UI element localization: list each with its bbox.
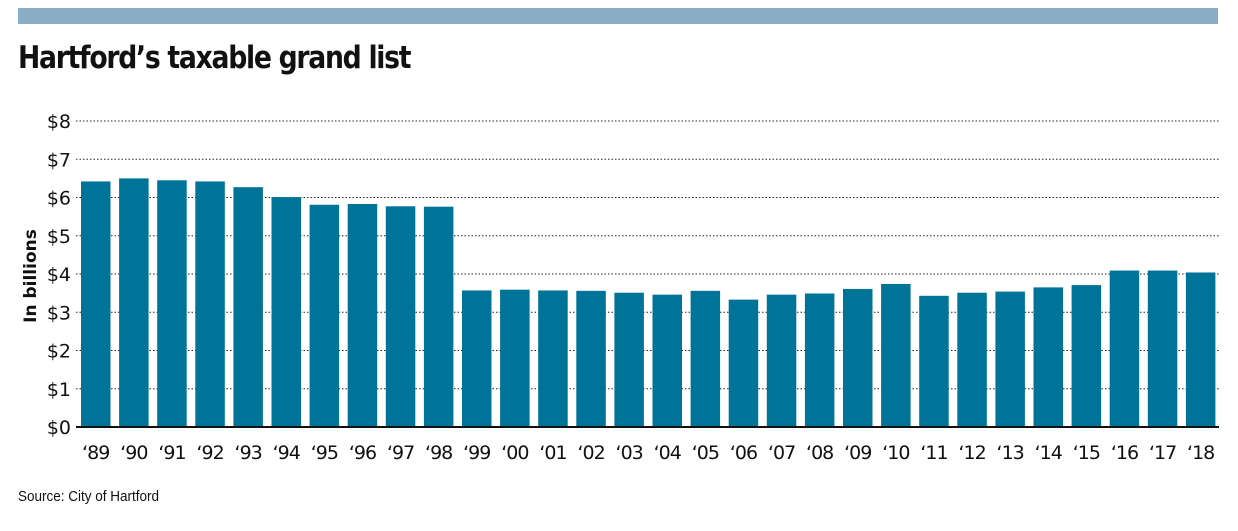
y-axis-label: In billions <box>21 229 41 323</box>
y-tick-label: $4 <box>47 264 71 286</box>
y-tick-label: $1 <box>47 379 71 401</box>
x-tick-label: ‘98 <box>425 442 452 464</box>
bar <box>347 204 378 427</box>
x-tick-label: ‘97 <box>387 442 414 464</box>
top-accent-bar <box>18 8 1218 24</box>
bar <box>1033 287 1063 427</box>
bar <box>728 299 759 427</box>
x-tick-label: ‘03 <box>616 442 643 464</box>
chart-title: Hartford’s taxable grand list <box>18 40 411 76</box>
x-tick-label: ‘07 <box>768 442 795 464</box>
bar <box>309 204 340 427</box>
bar <box>1109 270 1140 427</box>
bar <box>995 291 1025 427</box>
x-tick-label: ‘95 <box>311 442 338 464</box>
bar <box>423 206 454 427</box>
bar <box>1185 272 1216 427</box>
x-tick-label: ‘10 <box>882 442 909 464</box>
x-tick-label: ‘17 <box>1149 442 1176 464</box>
bar <box>804 293 835 427</box>
bar <box>119 178 149 427</box>
bar <box>385 206 416 427</box>
y-tick-label: $5 <box>47 226 71 248</box>
x-tick-label: ‘94 <box>273 442 301 464</box>
x-tick-label: ‘91 <box>158 442 185 464</box>
x-tick-label: ‘96 <box>349 442 376 464</box>
bar <box>462 290 492 427</box>
x-tick-label: ‘89 <box>82 442 109 464</box>
bar <box>271 197 301 427</box>
bar <box>233 187 263 427</box>
bar <box>881 283 911 427</box>
y-tick-label: $8 <box>47 111 71 133</box>
x-tick-label: ‘15 <box>1073 442 1100 464</box>
bar <box>766 294 797 427</box>
bars <box>81 178 1216 427</box>
x-tick-label: ‘99 <box>463 442 490 464</box>
x-tick-label: ‘14 <box>1035 442 1063 464</box>
bar <box>957 292 987 427</box>
bar <box>652 294 682 427</box>
source-note: Source: City of Hartford <box>18 488 160 505</box>
bar <box>538 290 568 427</box>
bar <box>843 288 873 427</box>
x-tick-label: ‘04 <box>654 442 682 464</box>
bar <box>81 181 111 427</box>
y-tick-label: $7 <box>47 149 71 171</box>
x-tick-label: ‘13 <box>997 442 1024 464</box>
x-tick-label: ‘93 <box>235 442 262 464</box>
x-tick-label: ‘00 <box>501 442 528 464</box>
y-tick-label: $0 <box>47 417 71 439</box>
gridlines <box>76 120 1219 390</box>
y-tick-label: $2 <box>47 341 71 363</box>
x-tick-label: ‘90 <box>120 442 147 464</box>
y-tick-label: $3 <box>47 302 71 324</box>
x-tick-label: ‘16 <box>1111 442 1138 464</box>
bar <box>157 180 187 427</box>
x-tick-label: ‘08 <box>806 442 833 464</box>
x-tick-label: ‘11 <box>920 442 947 464</box>
x-tick-label: ‘01 <box>539 442 566 464</box>
bar <box>576 290 606 427</box>
x-tick-label: ‘06 <box>730 442 757 464</box>
x-tick-label: ‘18 <box>1187 442 1214 464</box>
bar <box>690 290 721 427</box>
bar <box>1147 270 1178 427</box>
bar <box>1071 285 1102 427</box>
y-tick-label: $6 <box>47 188 71 210</box>
bar <box>500 289 530 427</box>
x-tick-label: ‘12 <box>958 442 985 464</box>
x-tick-label: ‘02 <box>577 442 604 464</box>
bar <box>195 181 225 427</box>
bar <box>919 295 949 427</box>
axes: $0 $1 $2 $3 $4 $5 $6 $7 $8 ‘89 ‘90 ‘91 ‘92 ‘93 ‘94 ‘95 ‘… <box>47 111 1219 464</box>
x-tick-label: ‘92 <box>196 442 223 464</box>
x-tick-label: ‘09 <box>844 442 871 464</box>
x-tick-label: ‘05 <box>692 442 719 464</box>
bar <box>614 292 644 427</box>
